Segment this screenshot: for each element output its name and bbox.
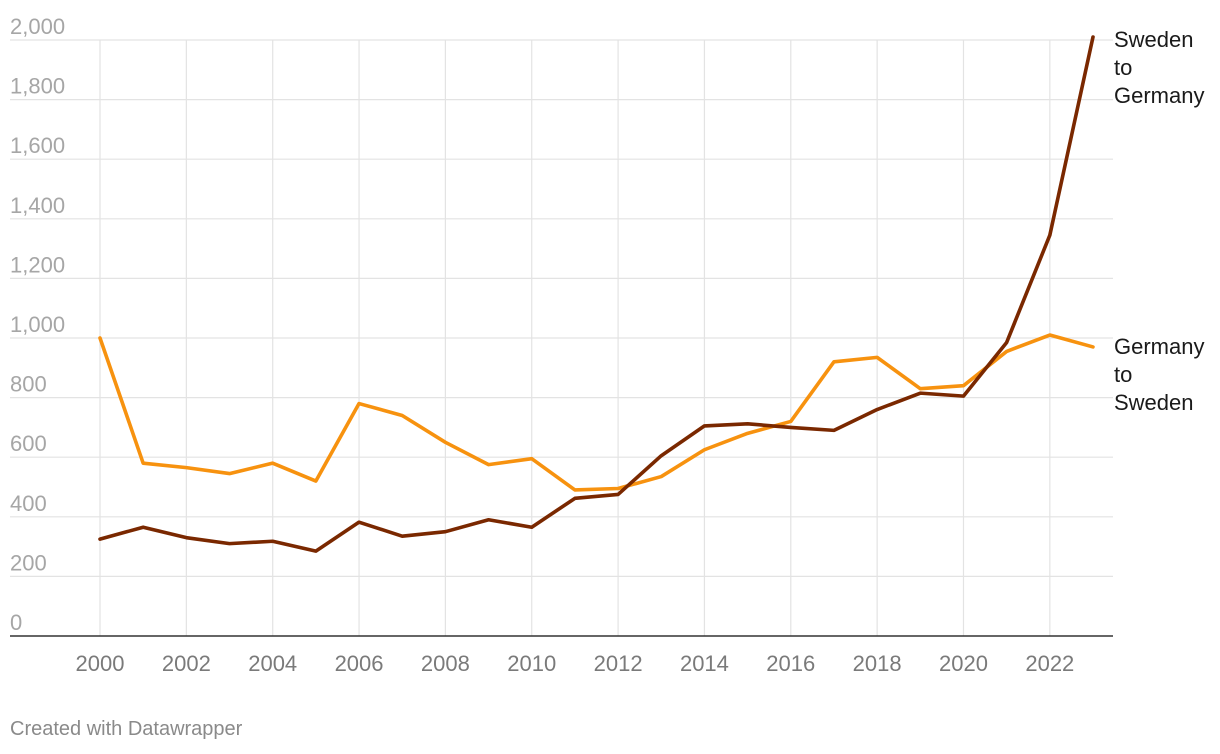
x-axis-tick-labels: 2000 2002 2004 2006 2008 2010 2012 2014 2016 2018…	[76, 651, 1075, 676]
series-label-line: Sweden	[1114, 390, 1194, 415]
x-tick-label: 2020	[939, 651, 988, 676]
series-label-line: to	[1114, 362, 1132, 387]
series-labels: Sweden to Germany Germany to Sweden	[1114, 27, 1204, 415]
y-tick-label: 2,000	[10, 14, 65, 39]
y-tick-label: 1,600	[10, 133, 65, 158]
gridlines	[10, 39, 1113, 578]
y-axis-tick-labels: 0 200 400 600 800 1,000 1,200 1,400 1,600 1,800 2,…	[10, 14, 65, 635]
y-tick-label: 600	[10, 431, 47, 456]
series-line-sweden-to-germany	[98, 35, 1095, 553]
y-tick-label: 800	[10, 372, 47, 397]
x-tick-label: 2000	[76, 651, 125, 676]
x-tick-label: 2004	[248, 651, 297, 676]
x-tick-label: 2012	[594, 651, 643, 676]
y-tick-label: 200	[10, 550, 47, 575]
x-tick-label: 2016	[766, 651, 815, 676]
series-lines	[98, 35, 1095, 553]
x-tick-label: 2022	[1025, 651, 1074, 676]
series-label-line: Germany	[1114, 334, 1204, 359]
x-tick-label: 2014	[680, 651, 729, 676]
series-label-line: to	[1114, 55, 1132, 80]
series-label-line: Germany	[1114, 83, 1204, 108]
x-tick-label: 2002	[162, 651, 211, 676]
y-tick-label: 1,400	[10, 193, 65, 218]
series-label-line: Sweden	[1114, 27, 1194, 52]
series-line-germany-to-sweden	[98, 333, 1095, 492]
y-tick-label: 0	[10, 610, 22, 635]
x-tick-label: 2018	[853, 651, 902, 676]
x-tick-label: 2006	[335, 651, 384, 676]
vertical-gridlines	[99, 40, 1051, 636]
x-tick-label: 2010	[507, 651, 556, 676]
y-tick-label: 1,000	[10, 312, 65, 337]
y-tick-label: 400	[10, 491, 47, 516]
x-tick-label: 2008	[421, 651, 470, 676]
y-tick-label: 1,200	[10, 252, 65, 277]
credit-text: Created with Datawrapper	[10, 718, 243, 740]
series-label-sweden-to-germany: Sweden to Germany	[1114, 27, 1204, 108]
series-label-germany-to-sweden: Germany to Sweden	[1114, 334, 1204, 415]
y-tick-label: 1,800	[10, 74, 65, 99]
